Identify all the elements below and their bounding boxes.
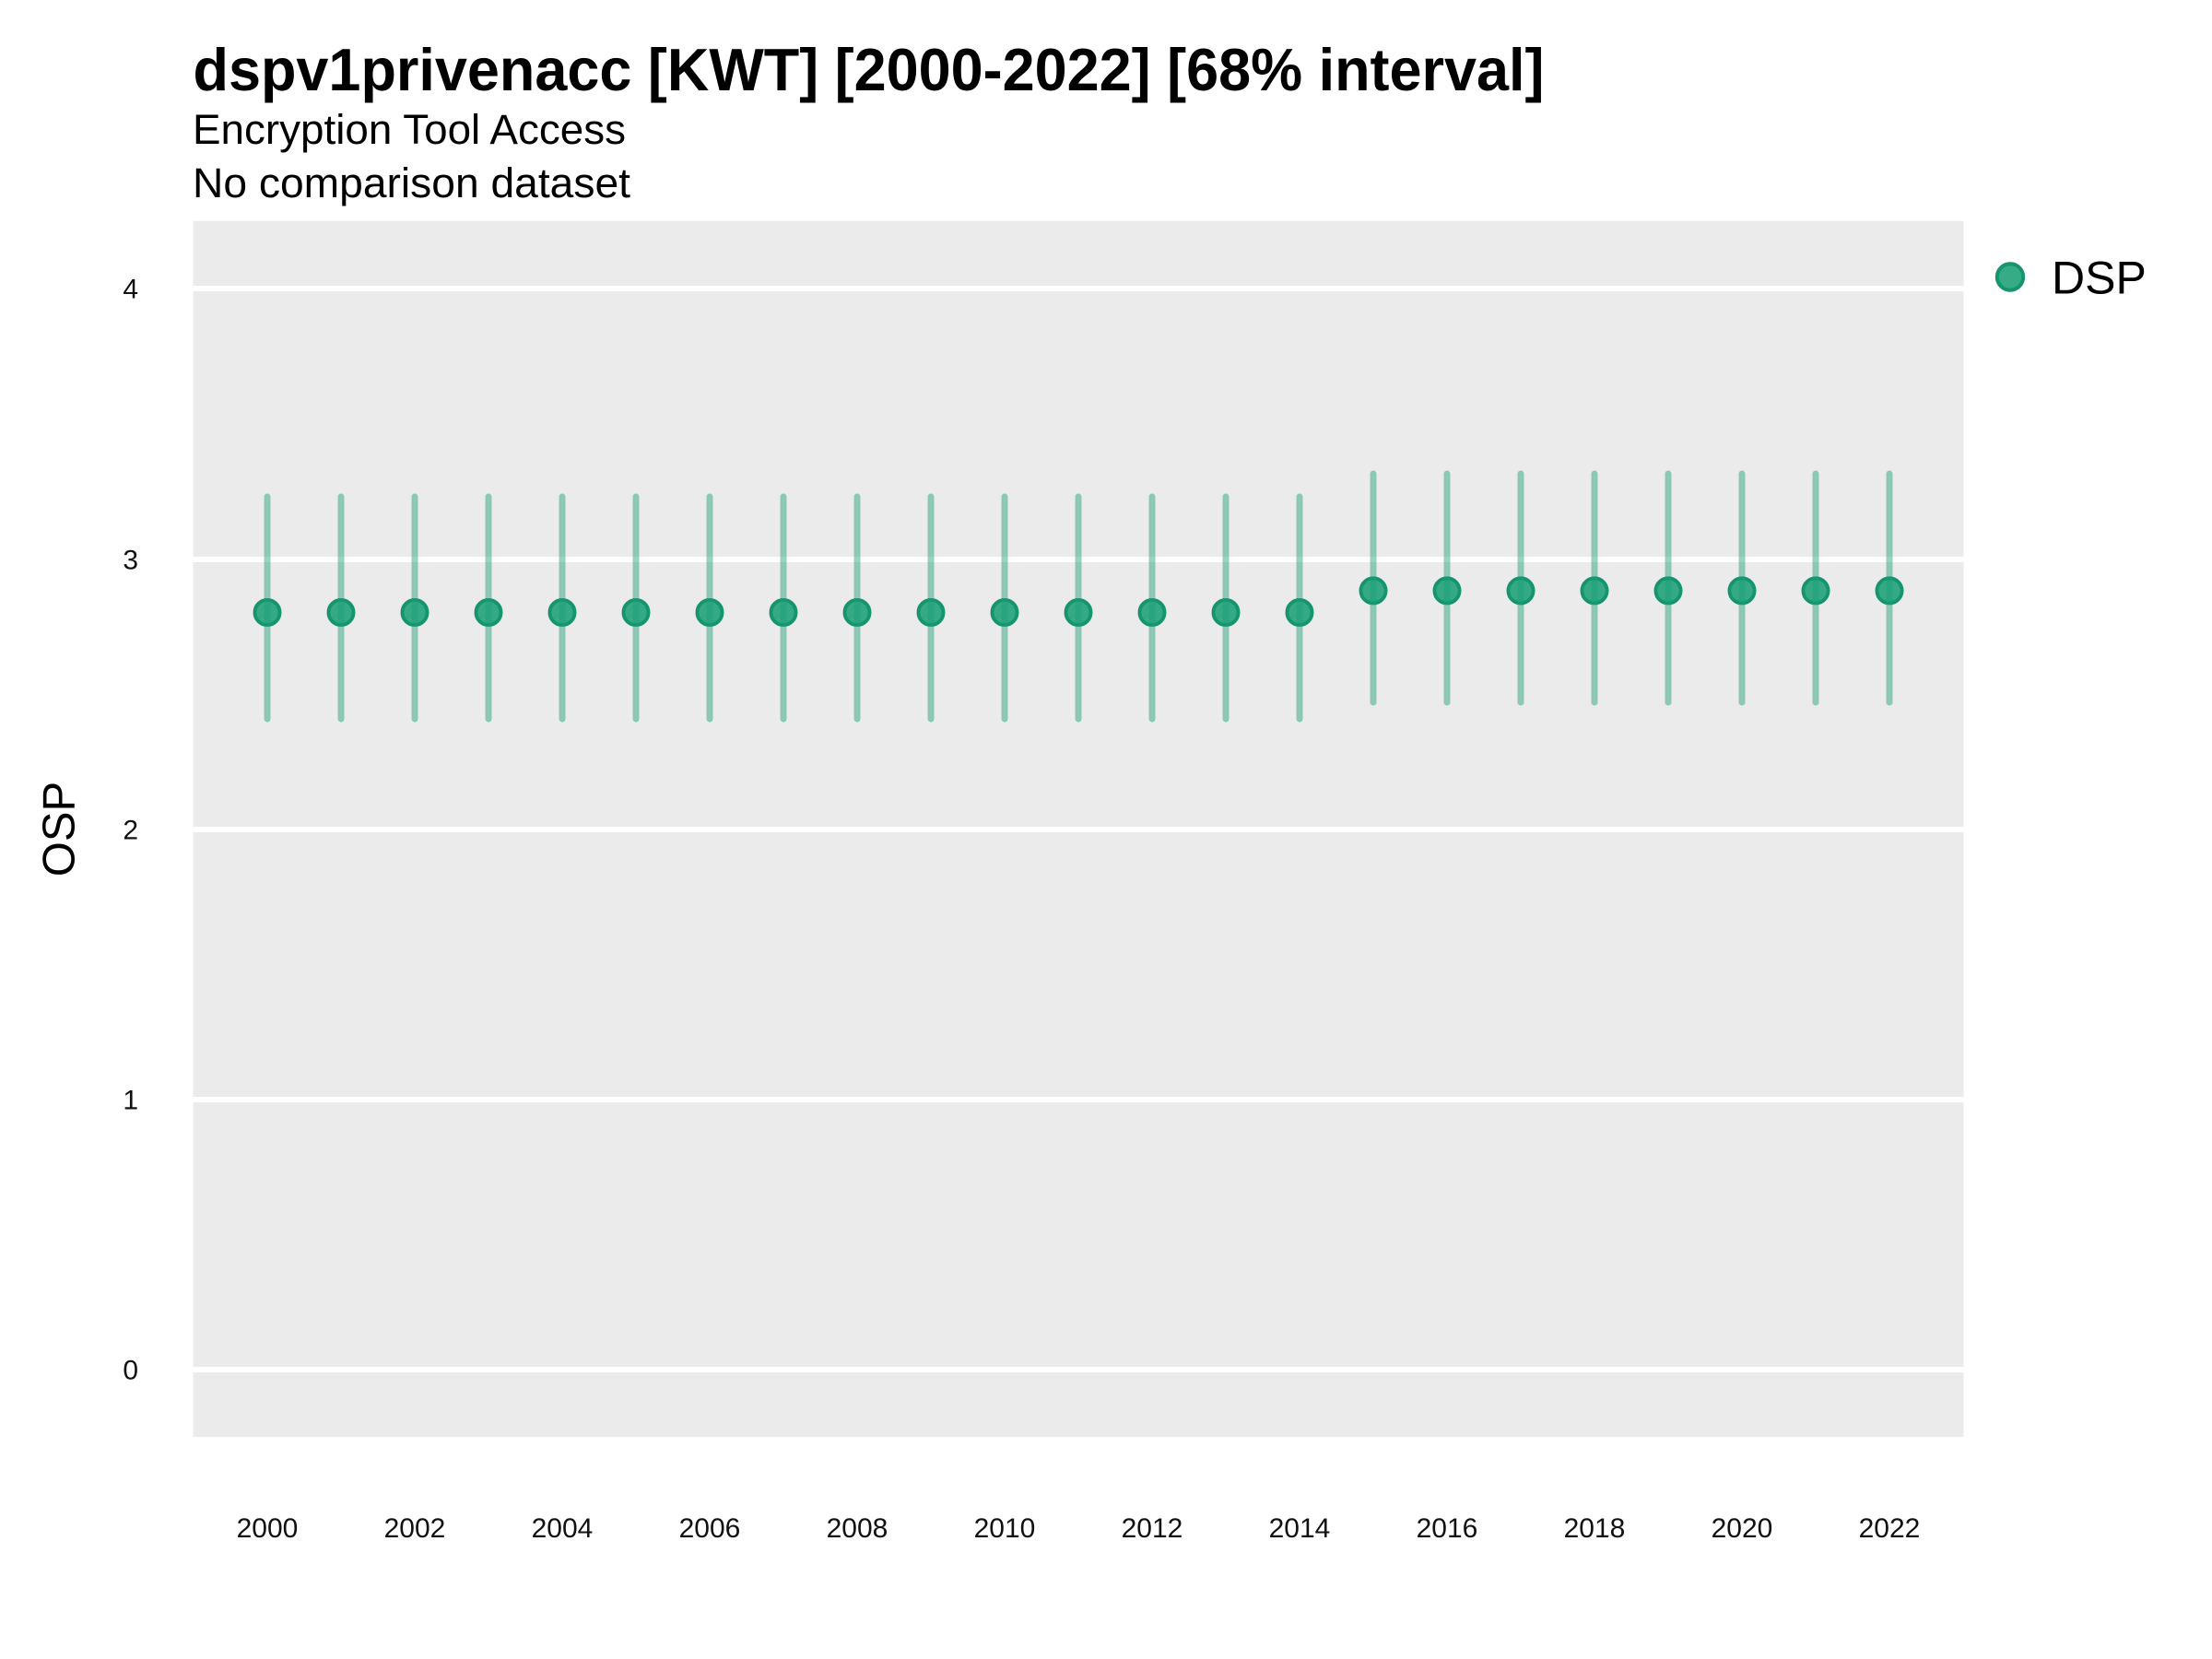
svg-text:OSP: OSP	[35, 782, 85, 877]
svg-text:No comparison dataset: No comparison dataset	[193, 159, 631, 206]
svg-text:2006: 2006	[679, 1513, 741, 1544]
svg-text:2020: 2020	[1712, 1513, 1773, 1544]
svg-text:DSP: DSP	[2052, 253, 2147, 304]
svg-text:2010: 2010	[974, 1513, 1036, 1544]
svg-text:2014: 2014	[1269, 1513, 1331, 1544]
svg-text:2002: 2002	[384, 1513, 446, 1544]
svg-text:4: 4	[123, 275, 138, 305]
svg-text:2012: 2012	[1122, 1513, 1183, 1544]
svg-text:2: 2	[123, 816, 138, 846]
svg-text:1: 1	[123, 1086, 138, 1116]
svg-text:2022: 2022	[1859, 1513, 1921, 1544]
svg-text:3: 3	[123, 546, 138, 576]
svg-text:0: 0	[123, 1356, 138, 1386]
svg-text:2000: 2000	[237, 1513, 299, 1544]
svg-text:2004: 2004	[532, 1513, 594, 1544]
svg-text:Encryption Tool Access: Encryption Tool Access	[193, 106, 626, 153]
svg-text:2018: 2018	[1564, 1513, 1626, 1544]
svg-text:dspv1privenacc [KWT] [2000-202: dspv1privenacc [KWT] [2000-2022] [68% in…	[194, 36, 1545, 103]
svg-text:2016: 2016	[1417, 1513, 1478, 1544]
svg-text:2008: 2008	[827, 1513, 888, 1544]
